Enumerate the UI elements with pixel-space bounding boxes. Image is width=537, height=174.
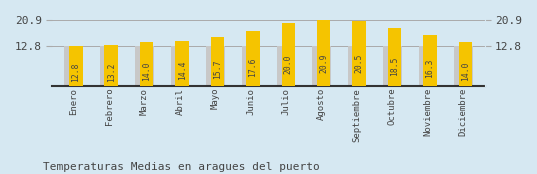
Bar <box>313 46 331 86</box>
Text: 17.6: 17.6 <box>249 57 257 77</box>
Bar <box>352 21 366 86</box>
Text: 18.5: 18.5 <box>390 56 399 76</box>
Text: 20.9: 20.9 <box>320 53 328 73</box>
Bar <box>140 42 154 86</box>
Bar <box>383 46 402 86</box>
Bar <box>281 23 295 86</box>
Text: 16.3: 16.3 <box>425 59 434 78</box>
Text: 20.5: 20.5 <box>354 54 364 73</box>
Bar <box>277 46 295 86</box>
Bar <box>454 46 473 86</box>
Bar <box>176 41 189 86</box>
Text: 12.8: 12.8 <box>71 62 81 82</box>
Bar <box>459 42 472 86</box>
Bar <box>69 46 83 86</box>
Bar <box>388 28 401 86</box>
Bar <box>423 35 437 86</box>
Bar <box>348 46 366 86</box>
Bar <box>206 46 224 86</box>
Bar <box>135 46 154 86</box>
Bar <box>242 46 260 86</box>
Bar <box>105 45 118 86</box>
Text: 14.4: 14.4 <box>178 61 186 80</box>
Bar <box>246 31 260 86</box>
Text: 13.2: 13.2 <box>107 62 115 82</box>
Text: 20.0: 20.0 <box>284 54 293 74</box>
Text: 15.7: 15.7 <box>213 59 222 79</box>
Text: 14.0: 14.0 <box>142 61 151 81</box>
Text: 14.0: 14.0 <box>461 61 470 81</box>
Bar <box>317 20 330 86</box>
Text: Temperaturas Medias en aragues del puerto: Temperaturas Medias en aragues del puert… <box>43 162 320 172</box>
Bar <box>171 46 189 86</box>
Bar <box>64 46 83 86</box>
Bar <box>211 37 224 86</box>
Bar <box>419 46 437 86</box>
Bar <box>100 46 118 86</box>
